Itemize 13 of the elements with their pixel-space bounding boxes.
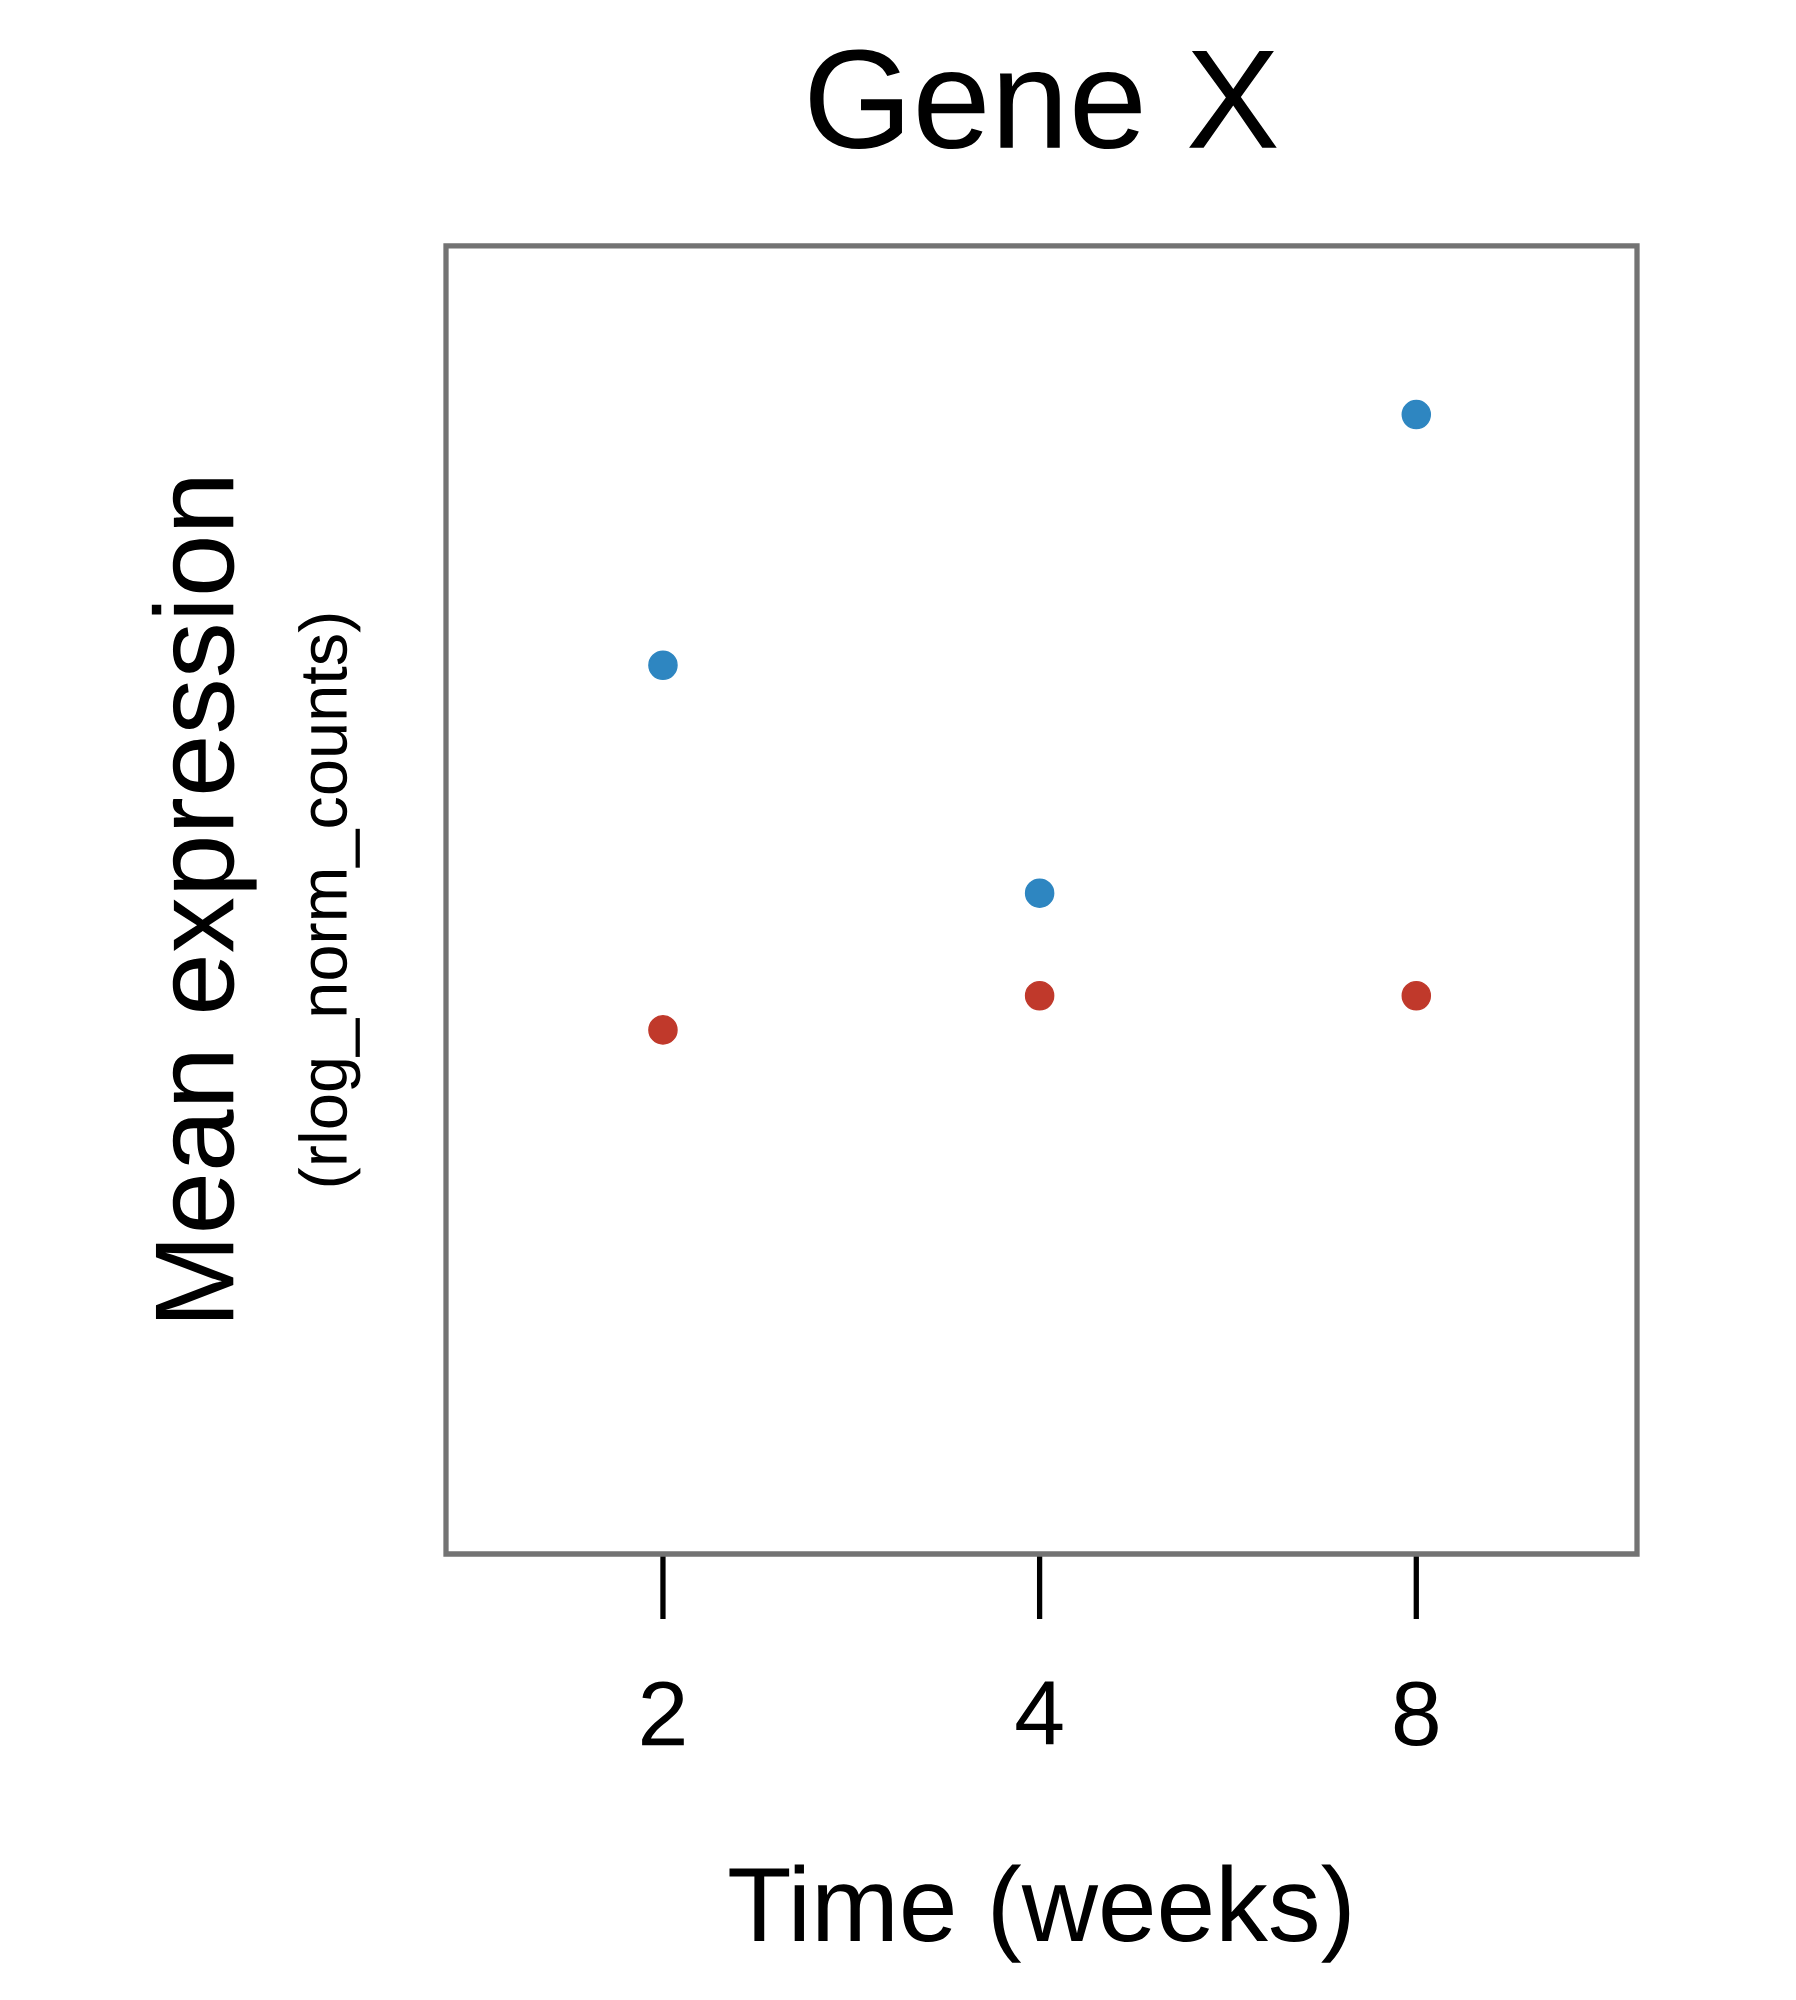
- x-tick-label: 4: [1016, 1681, 1063, 1745]
- chart-title: Gene X: [810, 49, 1277, 150]
- y-axis-title: Mean expression: [151, 479, 257, 1320]
- point: [1401, 980, 1432, 1011]
- point: [648, 1015, 678, 1045]
- point: [648, 650, 678, 681]
- text: (rlog_norm_counts): [298, 614, 361, 1186]
- point: [1024, 878, 1055, 908]
- point: [1401, 399, 1432, 430]
- x-tick-label: 8: [1394, 1681, 1438, 1747]
- point: [1024, 980, 1055, 1011]
- x-axis-title: Time (weeks): [729, 1864, 1350, 1963]
- x-tick-label: 2: [642, 1681, 684, 1746]
